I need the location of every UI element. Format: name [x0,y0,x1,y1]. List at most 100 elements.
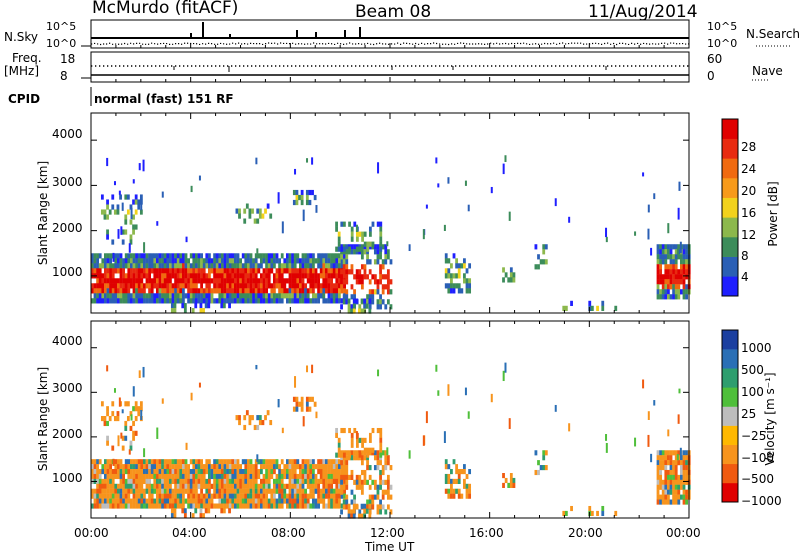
power-cell [247,268,250,274]
velocity-cell [163,473,167,480]
velocity-cell [202,503,206,509]
velocity-cell [163,488,167,494]
velocity-cell [463,483,466,489]
power-cell [672,244,676,250]
velocity-cell [301,464,305,470]
velocity-cell [301,469,305,475]
velocity-cell [278,503,281,509]
velocity-cell [312,478,315,484]
velocity-cell [363,474,367,481]
velocity-cell [223,464,227,470]
power-cell [195,263,198,269]
power-cell [447,273,451,279]
power-cell [166,288,170,294]
power-cell [306,298,310,304]
power-cell [215,288,219,294]
velocity-cell [132,473,136,480]
power-cell [368,259,372,265]
power-cell [319,253,323,259]
velocity-cell [244,464,248,470]
power-cell [171,263,175,269]
power-cell [330,298,333,304]
velocity-cell [345,479,349,485]
velocity-cell [379,442,383,448]
velocity-cell [158,493,162,499]
velocity-cell [325,459,328,465]
power-cell [386,274,390,280]
power-cell [249,268,253,274]
velocity-cell [241,503,245,509]
velocity-cell [335,493,339,499]
power-cbar-tick-24: 24 [741,162,757,176]
velocity-cell [189,498,193,504]
power-cell [182,298,185,304]
power-cell [265,258,268,264]
velocity-cell [143,493,146,499]
velocity-cell [338,469,341,475]
power-cell [106,298,110,304]
power-cell [223,293,227,299]
velocity-cell [106,420,109,427]
velocity-cell [226,483,229,489]
power-cell [223,288,227,294]
power-cell [135,278,138,284]
velocity-cell [148,473,151,480]
power-cell [213,263,216,269]
velocity-cell [117,459,120,465]
velocity-cell [184,464,188,470]
power-cell [661,284,665,290]
power-cell [327,288,331,294]
power-cell [260,283,263,289]
velocity-cell [330,488,333,494]
power-cell [345,299,349,305]
velocity-cell [288,503,292,509]
power-cell [150,278,154,284]
power-cell [163,298,167,304]
velocity-cell [293,469,297,475]
power-cell [106,293,110,299]
power-cell [664,284,668,290]
velocity-cell [288,498,292,504]
beam-title: Beam 08 [355,2,432,22]
power-speck [408,244,411,252]
velocity-cell [386,460,390,466]
power-cell [381,284,385,290]
power-cell [231,273,235,279]
power-cell [213,253,216,259]
power-cell [345,274,349,280]
power-cell [236,288,240,294]
velocity-cell [667,479,670,485]
power-cell [235,208,239,214]
power-cell [360,264,364,270]
velocity-cell [293,478,297,484]
velocity-cell [91,473,94,480]
power-cell [322,298,326,304]
power-cell [252,293,255,299]
velocity-cell [661,465,665,471]
power-cell [361,236,364,242]
velocity-cell [343,459,346,465]
velocity-cell [373,465,377,471]
velocity-cell [116,416,120,422]
velocity-cell [292,406,296,412]
velocity-cell [664,489,668,495]
power-cell [674,294,678,300]
velocity-cell [379,447,383,453]
power-speck [502,163,505,175]
power-cell [176,288,180,294]
velocity-cell [139,406,143,412]
power-cell [254,253,258,259]
velocity-cell [130,464,133,470]
velocity-cell [450,493,453,499]
power-cell [166,253,170,259]
power-cell [223,283,227,289]
velocity-cell [680,474,683,481]
velocity-cell [265,503,268,509]
velocity-cell [677,484,681,490]
velocity-cell [158,478,162,484]
velocity-speck [255,364,258,370]
power-cell [101,258,105,264]
velocity-cell [309,488,313,494]
velocity-cell [332,469,336,475]
power-cell [358,269,362,275]
